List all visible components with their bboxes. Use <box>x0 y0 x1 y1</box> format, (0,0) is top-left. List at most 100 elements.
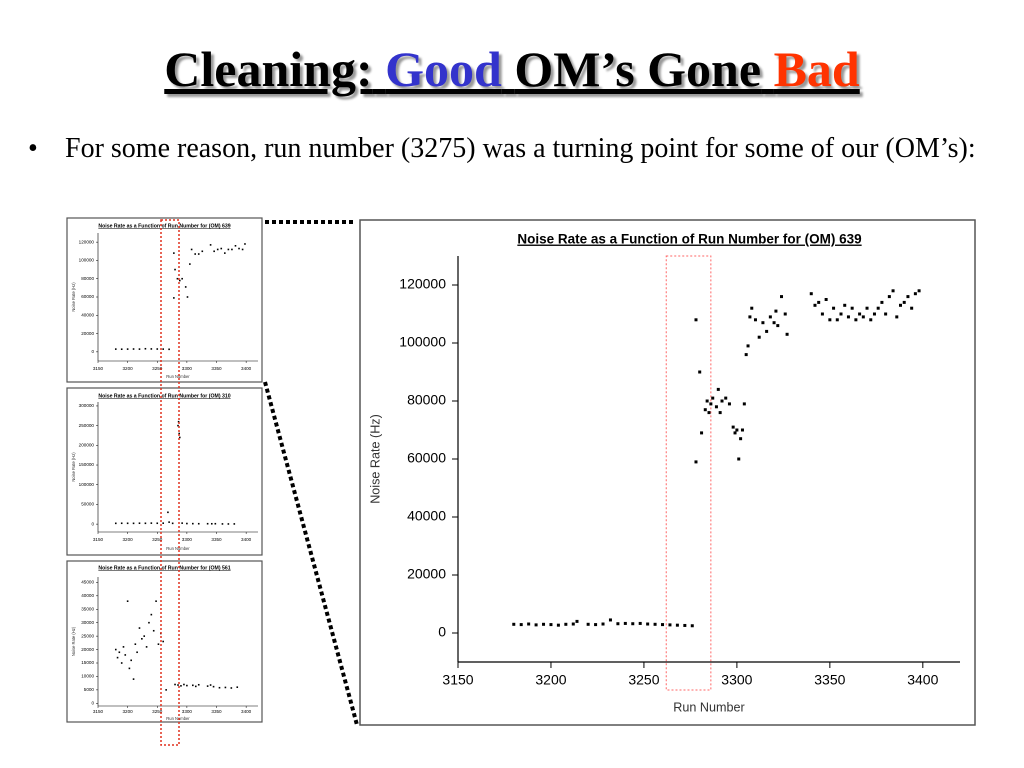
point <box>209 684 212 686</box>
point <box>549 623 553 627</box>
point <box>173 252 175 254</box>
point <box>186 522 188 525</box>
point <box>126 522 129 525</box>
point <box>724 396 728 400</box>
point <box>120 348 123 351</box>
point <box>144 522 147 525</box>
point <box>241 248 244 251</box>
y-tick-label: 15000 <box>81 660 94 665</box>
y-tick-label: 60000 <box>81 294 94 299</box>
y-axis-label: Noise Rate (Hz) <box>368 414 382 504</box>
point <box>174 268 176 271</box>
panel-frame <box>66 560 263 723</box>
panel-frame <box>359 219 976 726</box>
point <box>224 686 227 689</box>
point <box>623 621 627 625</box>
point <box>700 431 704 435</box>
point <box>210 522 213 525</box>
point <box>586 622 590 626</box>
point <box>768 315 772 319</box>
connector <box>263 381 359 726</box>
point <box>869 318 873 322</box>
y-tick-label: 20000 <box>407 566 446 582</box>
point <box>118 651 121 654</box>
point <box>236 686 239 688</box>
point <box>906 295 910 299</box>
y-tick-label: 0 <box>91 521 94 526</box>
point <box>835 318 839 322</box>
bullet-dot: • <box>28 133 38 164</box>
x-tick-label: 3350 <box>211 537 222 542</box>
y-tick-label: 25000 <box>81 633 94 638</box>
chart-title: Noise Rate as a Function of Run Number f… <box>517 232 861 247</box>
point <box>156 522 159 525</box>
point <box>846 315 850 319</box>
x-tick-label: 3150 <box>93 366 104 371</box>
point <box>899 303 903 307</box>
point <box>783 312 787 316</box>
point <box>171 522 174 525</box>
point <box>173 297 175 299</box>
point <box>839 312 843 316</box>
point <box>753 318 757 322</box>
x-tick-label: 3400 <box>241 709 252 714</box>
point <box>220 247 223 250</box>
point <box>206 522 209 525</box>
point <box>780 295 784 299</box>
point <box>186 684 188 687</box>
point <box>843 303 847 307</box>
point <box>190 248 193 251</box>
point <box>891 289 895 293</box>
chart-title: Noise Rate as a Function of Run Number f… <box>98 393 230 399</box>
point <box>221 523 224 525</box>
point <box>850 306 854 310</box>
y-tick-label: 20000 <box>81 331 94 336</box>
y-tick-label: 60000 <box>407 450 446 466</box>
point <box>601 622 605 626</box>
point <box>861 315 865 319</box>
point <box>181 522 183 524</box>
y-tick-label: 300000 <box>79 403 95 408</box>
point <box>150 348 153 350</box>
title-part: Good <box>385 41 502 97</box>
point <box>141 638 143 640</box>
point <box>126 348 129 350</box>
point <box>132 678 135 680</box>
point <box>150 613 153 616</box>
point <box>735 428 739 432</box>
point <box>694 460 698 464</box>
point <box>180 685 182 687</box>
point <box>227 523 230 525</box>
x-tick-label: 3200 <box>123 366 134 371</box>
bullet: • For some reason, run number (3275) was … <box>28 132 1008 166</box>
point <box>216 248 219 251</box>
x-tick-label: 3200 <box>123 709 134 714</box>
point <box>711 396 715 400</box>
point <box>910 306 914 310</box>
point <box>114 648 117 651</box>
y-tick-label: 45000 <box>81 580 94 585</box>
y-tick-label: 80000 <box>407 392 446 408</box>
y-tick-label: 35000 <box>81 606 94 611</box>
slide-title: Cleaning: Good OM’s Gone Bad <box>0 40 1024 98</box>
point <box>150 522 153 524</box>
point <box>858 312 862 316</box>
point <box>194 253 196 255</box>
point <box>206 685 209 687</box>
point <box>138 348 141 350</box>
x-tick-label: 3150 <box>93 537 104 542</box>
y-axis-label: Noise Rate (Hz) <box>71 626 76 656</box>
y-tick-label: 0 <box>438 624 446 640</box>
point <box>130 659 132 662</box>
x-tick-label: 3350 <box>814 672 845 688</box>
point <box>785 332 789 336</box>
point <box>744 353 748 357</box>
point <box>694 318 698 322</box>
point <box>209 244 212 246</box>
point <box>230 687 233 689</box>
point <box>197 683 200 686</box>
point <box>120 522 123 525</box>
x-axis-label: Run Number <box>673 700 744 714</box>
y-tick-label: 10000 <box>81 674 94 679</box>
point <box>608 618 612 622</box>
